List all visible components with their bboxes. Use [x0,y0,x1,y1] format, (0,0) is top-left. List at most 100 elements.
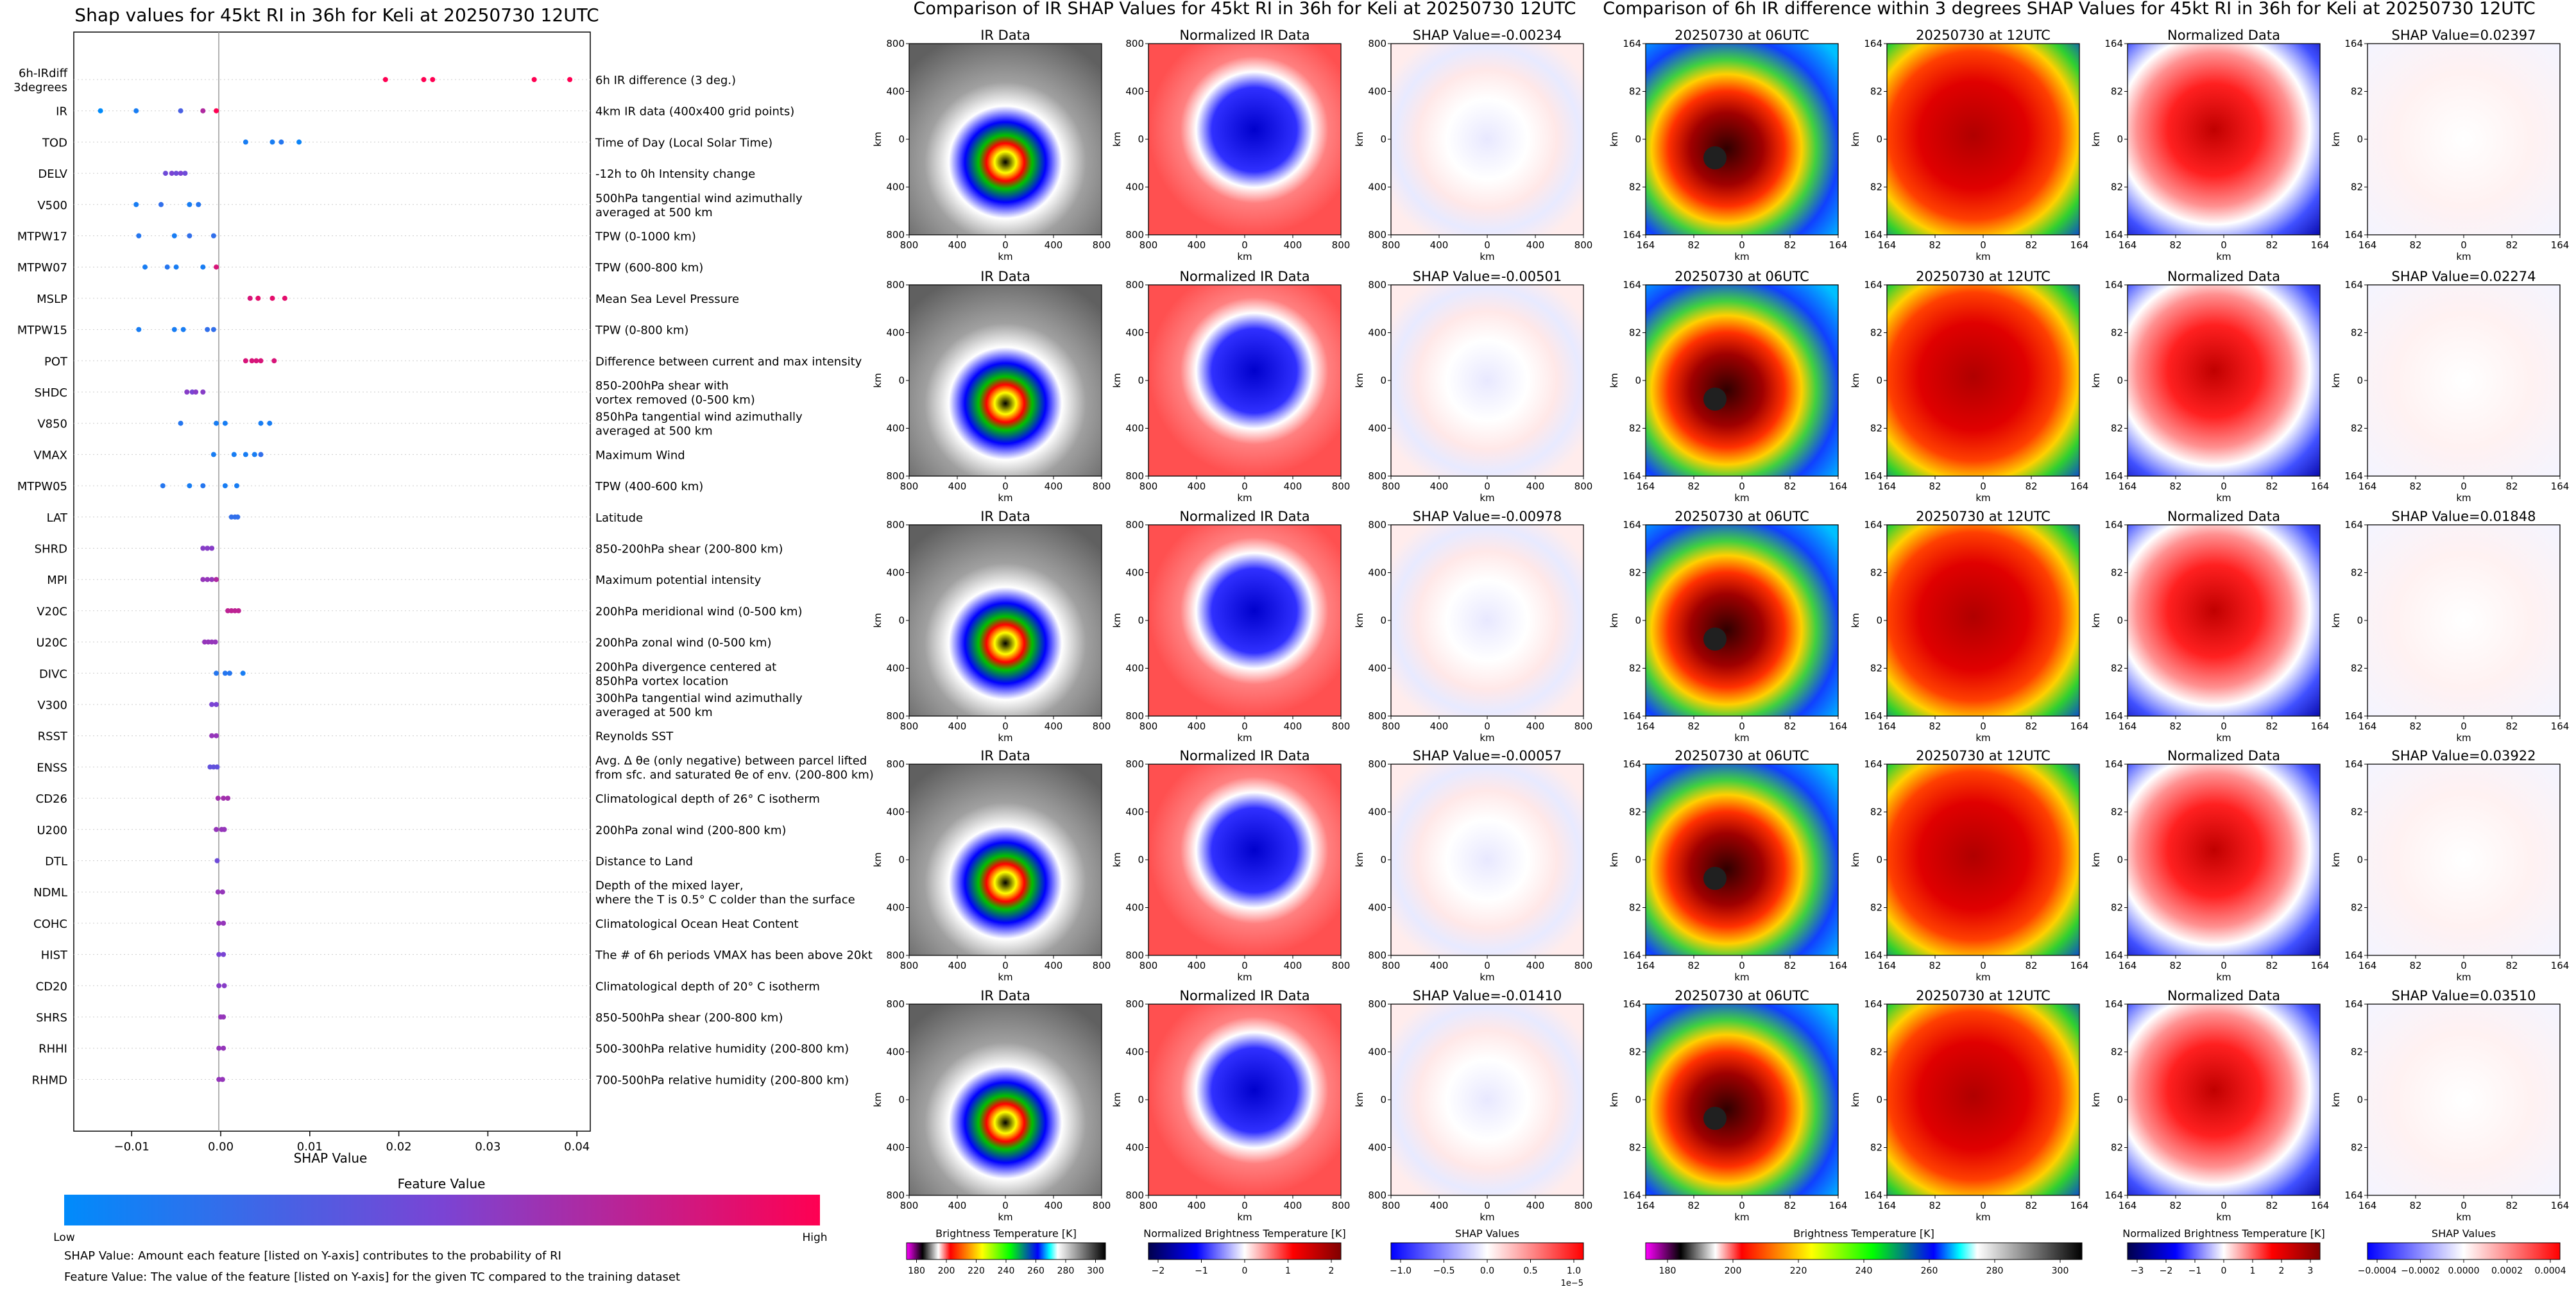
panel-x-tick-label: 82 [2409,481,2421,492]
feature-code-label: MTPW17 [17,230,67,244]
panel-x-tick-label: 164 [1878,960,1897,971]
shap-point [189,389,195,395]
panel-title: IR Data [980,28,1030,43]
panel-y-tick-label: 164 [2344,998,2363,1010]
panel-y-tick-label: 400 [886,1142,905,1154]
panel-title: 20250730 at 12UTC [1916,748,2051,764]
panel-x-tick-label: 164 [2311,1200,2330,1211]
feature-low-label: Low [53,1231,75,1244]
shap-point [216,920,222,926]
panel-y-tick-label: 800 [1368,758,1386,770]
shap-point [214,858,220,864]
panel-y-tick-label: 164 [2104,519,2123,531]
storm-eye [1703,1107,1727,1130]
feature-description-label: 850-200hPa shear with [595,379,729,393]
image-panel: SHAP Value=-0.00057800800400400004004008… [1354,748,1592,983]
shap-point [258,358,264,364]
feature-code-label: VMAX [34,448,68,462]
panel-y-tick-label: 400 [1368,182,1386,193]
feature-code-label: MTPW07 [17,261,67,275]
colorbar-tick-label: 0.0 [1480,1266,1494,1276]
shap-point [210,452,216,457]
panel-y-tick-label: 164 [2344,710,2363,722]
colorbar-label: Brightness Temperature [K] [935,1227,1077,1240]
panel-x-tick-label: 164 [2311,239,2330,251]
feature-description-label: averaged at 500 km [595,706,713,719]
panel-y-tick-label: 82 [2351,807,2363,818]
panel-x-tick-label: 800 [900,239,919,251]
panel-x-tick-label: 400 [1045,481,1063,492]
panel-y-tick-label: 800 [886,519,905,531]
feature-description-label: 850-500hPa shear (200-800 km) [595,1011,783,1025]
feature-value-colorbar [64,1195,820,1225]
image-panel: 20250730 at 06UTC1641648282008282164164k… [1608,28,1847,262]
panel-x-tick-label: 164 [1829,721,1848,732]
panel-y-axis-label: km [2090,132,2102,146]
colorbar: SHAP Values −1.0 −0.5 0.0 0.5 1.0 1e−5 [1390,1227,1584,1288]
panel-x-tick-label: 164 [2119,721,2137,732]
panel-y-tick-label: 800 [886,38,905,49]
panel-x-tick-label: 164 [2358,1200,2377,1211]
panel-y-tick-label: 400 [886,86,905,98]
panel-x-tick-label: 800 [1574,960,1593,971]
panel-y-tick-label: 82 [1629,327,1641,339]
panel-y-tick-label: 0 [1380,854,1386,866]
panel-y-axis-label: km [1850,852,1861,867]
panel-x-tick-label: 164 [2070,239,2089,251]
panel-x-tick-label: 800 [1093,721,1111,732]
panel-image [1391,44,1583,235]
panel-y-tick-label: 82 [2351,86,2363,98]
panel-x-tick-label: 800 [1093,481,1111,492]
colorbar-tick-label: 0.5 [1523,1266,1537,1276]
panel-x-tick-label: 400 [1284,721,1302,732]
shap-point [214,764,220,770]
panel-y-tick-label: 82 [2111,1142,2123,1154]
panel-image [2367,1004,2560,1195]
shap-point [164,264,170,270]
feature-description-label: Time of Day (Local Solar Time) [595,136,772,149]
shap-point [531,77,537,82]
panel-x-tick-label: 0 [1241,960,1248,971]
shap-x-axis-label: SHAP Value [294,1150,368,1166]
shap-point [205,577,210,583]
panel-x-tick-label: 400 [1526,481,1545,492]
feature-description-label: 700-500hPa relative humidity (200-800 km… [595,1073,849,1087]
feature-description-label: The # of 6h periods VMAX has been above … [595,949,873,962]
shap-point [182,171,188,176]
panel-x-tick-label: 800 [1093,239,1111,251]
panel-x-tick-label: 400 [1526,239,1545,251]
panel-image [1148,1004,1341,1195]
panel-y-axis-label: km [1850,132,1861,146]
shap-point [271,358,277,364]
panel-x-tick-label: 82 [2505,960,2518,971]
panel-y-tick-label: 0 [2117,133,2123,145]
feature-code-label: CD26 [36,792,67,806]
panel-x-axis-label: km [2456,971,2471,983]
colorbar: Normalized Brightness Temperature [K] −3 −… [2122,1227,2325,1276]
colorbar-tick-label: 180 [908,1266,925,1276]
image-panel: Normalized Data1641648282008282164164kmk… [2090,748,2329,983]
feature-description-label: vortex removed (0-500 km) [595,393,755,407]
image-panel: 20250730 at 12UTC1641648282008282164164k… [1850,748,2088,983]
panel-y-tick-label: 82 [1629,807,1641,818]
panel-x-tick-label: 0 [2221,481,2227,492]
panel-y-axis-label: km [1608,132,1620,146]
panel-x-tick-label: 164 [1637,721,1655,732]
panel-x-tick-label: 164 [2119,1200,2137,1211]
panel-x-tick-label: 400 [1430,721,1449,732]
panel-y-tick-label: 82 [2351,1142,2363,1154]
feature-description-label: Distance to Land [595,855,693,869]
panel-x-tick-label: 82 [1687,1200,1700,1211]
panel-image [1391,764,1583,955]
image-panel: 20250730 at 12UTC1641648282008282164164k… [1850,509,2088,744]
shap-point [210,327,216,332]
colorbar-gradient [1645,1242,2083,1260]
feature-code-label: CD20 [36,980,67,993]
feature-description-label: Latitude [595,511,643,525]
panel-y-tick-label: 82 [2351,902,2363,914]
panel-x-axis-label: km [1237,1211,1252,1223]
feature-description-label: 850hPa vortex location [595,674,728,688]
shap-point [221,920,226,926]
